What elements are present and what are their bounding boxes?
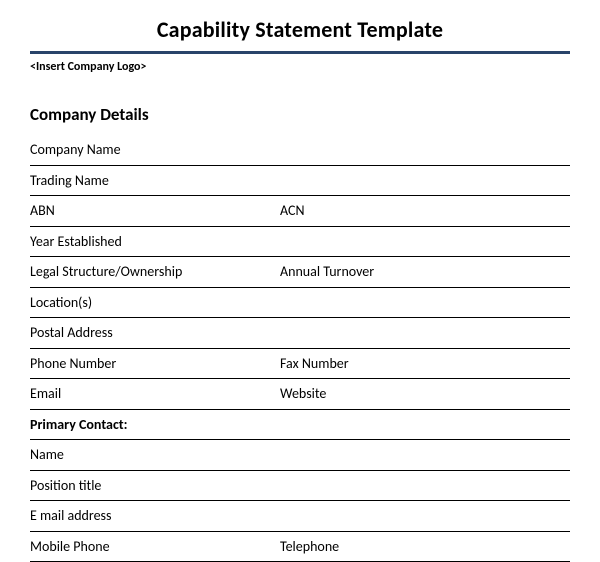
field-label-right <box>280 416 570 434</box>
field-label-right: Website <box>280 385 570 403</box>
field-row: Year Established <box>30 227 570 258</box>
field-label-right: Annual Turnover <box>280 263 570 281</box>
field-row: Trading Name <box>30 166 570 197</box>
field-label-right <box>280 446 570 464</box>
field-row: Name <box>30 440 570 471</box>
field-label-right: Fax Number <box>280 355 570 373</box>
field-label: Postal Address <box>30 324 280 342</box>
field-label-right: ACN <box>280 202 570 220</box>
field-label: Company Name <box>30 141 280 159</box>
field-label-right <box>280 141 570 159</box>
field-row: Postal Address <box>30 318 570 349</box>
field-label-right: Telephone <box>280 538 570 556</box>
field-label-right <box>280 324 570 342</box>
field-row: Company Name <box>30 135 570 166</box>
field-row: Email Website <box>30 379 570 410</box>
title-rule <box>30 51 570 54</box>
field-label: Position title <box>30 477 280 495</box>
field-row: Position title <box>30 471 570 502</box>
primary-contact-heading: Primary Contact: <box>30 416 280 434</box>
section-heading: Company Details <box>30 104 570 125</box>
field-label: E mail address <box>30 507 280 525</box>
field-label: Year Established <box>30 233 280 251</box>
field-label: Phone Number <box>30 355 280 373</box>
field-label: Legal Structure/Ownership <box>30 263 280 281</box>
field-label-right <box>280 233 570 251</box>
field-row: Phone Number Fax Number <box>30 349 570 380</box>
field-label-right <box>280 507 570 525</box>
field-label: Location(s) <box>30 294 280 312</box>
field-label-right <box>280 477 570 495</box>
document-page: Capability Statement Template <Insert Co… <box>0 0 600 562</box>
field-label: Mobile Phone <box>30 538 280 556</box>
logo-placeholder: <Insert Company Logo> <box>30 60 570 74</box>
field-label: ABN <box>30 202 280 220</box>
field-row: Mobile Phone Telephone <box>30 532 570 562</box>
field-label-right <box>280 294 570 312</box>
field-label: Trading Name <box>30 172 280 190</box>
field-row: ABN ACN <box>30 196 570 227</box>
field-row: Location(s) <box>30 288 570 319</box>
field-row: E mail address <box>30 501 570 532</box>
field-row: Legal Structure/Ownership Annual Turnove… <box>30 257 570 288</box>
field-rows: Company Name Trading Name ABN ACN Year E… <box>30 135 570 562</box>
field-label-right <box>280 172 570 190</box>
field-label: Email <box>30 385 280 403</box>
field-label: Name <box>30 446 280 464</box>
field-row: Primary Contact: <box>30 410 570 441</box>
page-title: Capability Statement Template <box>30 16 570 51</box>
